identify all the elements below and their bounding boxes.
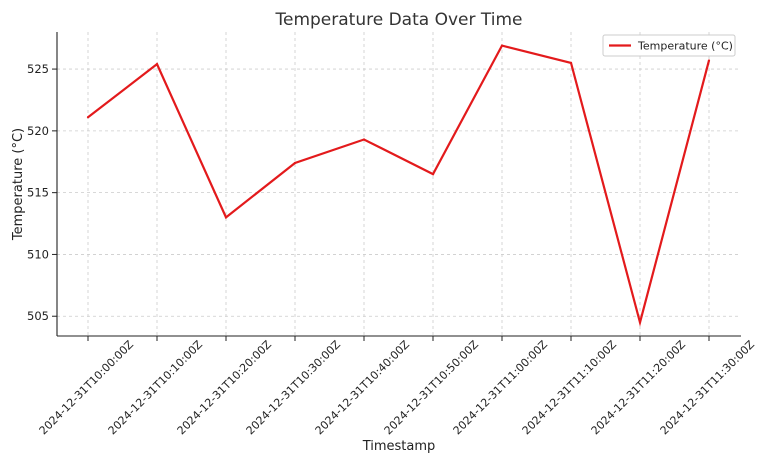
data-point (638, 321, 642, 324)
y-tick-label: 505 (27, 309, 49, 323)
legend-box (602, 34, 736, 57)
y-tick-label: 510 (27, 247, 49, 261)
y-tick-label: 525 (27, 62, 49, 76)
x-axis-ticks: 2024-12-31T10:00:00Z2024-12-31T10:10:00Z… (37, 336, 757, 437)
data-point (500, 44, 504, 47)
data-point (362, 138, 366, 141)
data-point (224, 216, 228, 219)
series-layer (86, 44, 711, 327)
data-point (155, 63, 159, 66)
data-point (707, 59, 711, 62)
y-axis-label: Temperature (°C) (11, 128, 26, 241)
data-point (293, 161, 297, 165)
y-tick-label: 515 (27, 186, 49, 200)
data-point (86, 116, 90, 119)
legend-label: Temperature (°C) (637, 40, 733, 53)
data-point (431, 173, 435, 176)
data-point (569, 61, 573, 64)
grid (57, 32, 741, 336)
y-axis-ticks: 505 510 515 520 525 (27, 62, 57, 323)
series-line-temperature (87, 44, 711, 327)
y-tick-label: 520 (27, 124, 49, 138)
chart-title: Temperature Data Over Time (275, 10, 523, 30)
x-axis-label: Timestamp (362, 439, 436, 454)
legend: Temperature (°C) (602, 34, 736, 57)
